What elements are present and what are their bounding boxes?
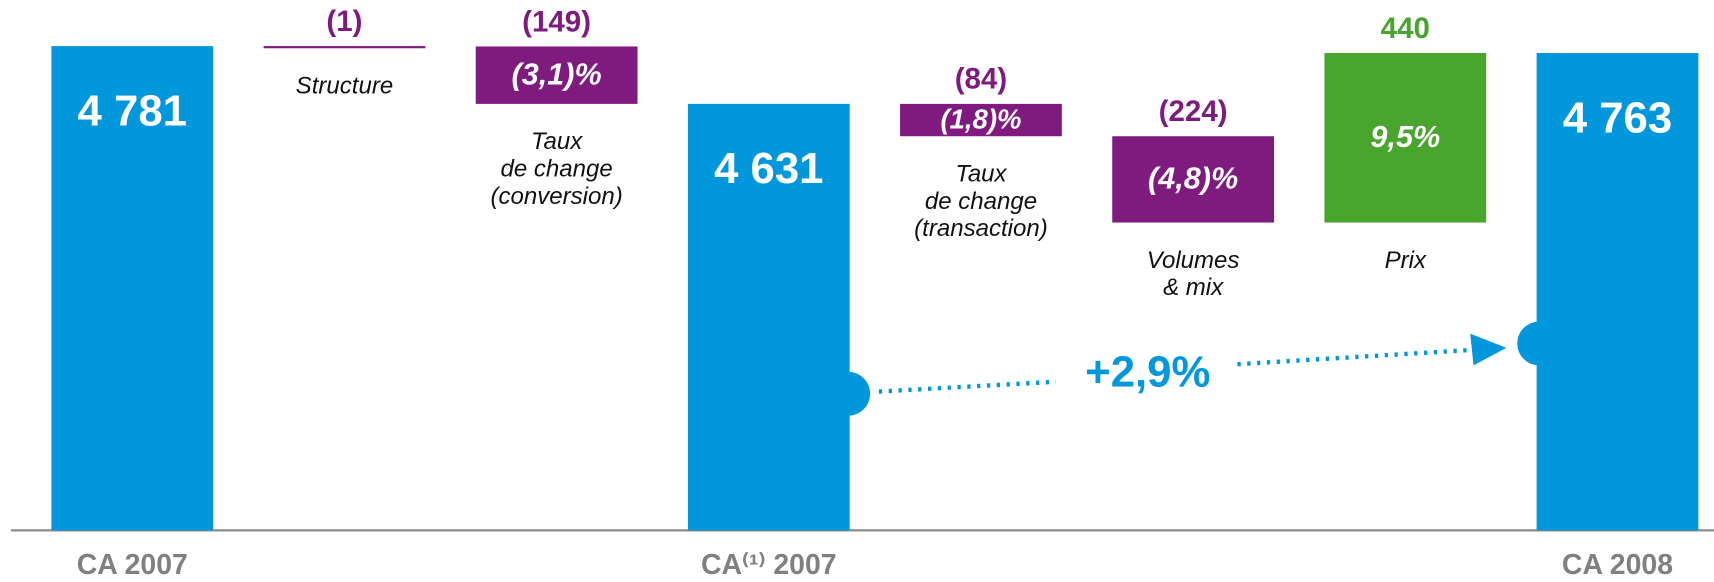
total-value-label: 4 781	[78, 86, 187, 135]
value-label: (1)	[326, 5, 362, 38]
dotted-line	[1237, 347, 1471, 367]
value-label: (224)	[1159, 95, 1228, 128]
category-label: CA⁽¹⁾ 2007	[701, 549, 837, 581]
category-label: Structure	[296, 73, 394, 100]
category-label: Prix	[1385, 247, 1427, 274]
category-label: Taux de change (transaction)	[914, 161, 1048, 243]
percent-label: 9,5%	[1370, 120, 1440, 154]
arrow-head	[1470, 333, 1507, 366]
value-label: 440	[1381, 12, 1430, 45]
bar	[475, 46, 638, 104]
bar	[263, 46, 426, 49]
total-value-label: 4 763	[1563, 93, 1672, 142]
percent-label: (3,1)%	[512, 57, 602, 91]
bar	[1112, 136, 1275, 223]
category-label: CA 2007	[77, 549, 188, 581]
bar	[51, 46, 214, 531]
bar	[687, 103, 850, 531]
value-label: (84)	[955, 63, 1007, 96]
percent-label: (1,8)%	[940, 103, 1021, 134]
bar	[1536, 53, 1699, 531]
bar	[900, 103, 1062, 137]
category-label: CA 2008	[1562, 549, 1673, 581]
percent-label: (4,8)%	[1148, 162, 1238, 196]
growth-arrow: +2,9%	[822, 317, 1566, 420]
category-label: Taux de change (conversion)	[490, 129, 622, 211]
dotted-line	[878, 379, 1057, 394]
bar	[1324, 53, 1487, 223]
total-value-label: 4 631	[714, 144, 823, 193]
growth-annotation: +2,9%	[1085, 348, 1210, 397]
category-label: Volumes & mix	[1147, 247, 1240, 301]
value-label: (149)	[522, 5, 591, 38]
